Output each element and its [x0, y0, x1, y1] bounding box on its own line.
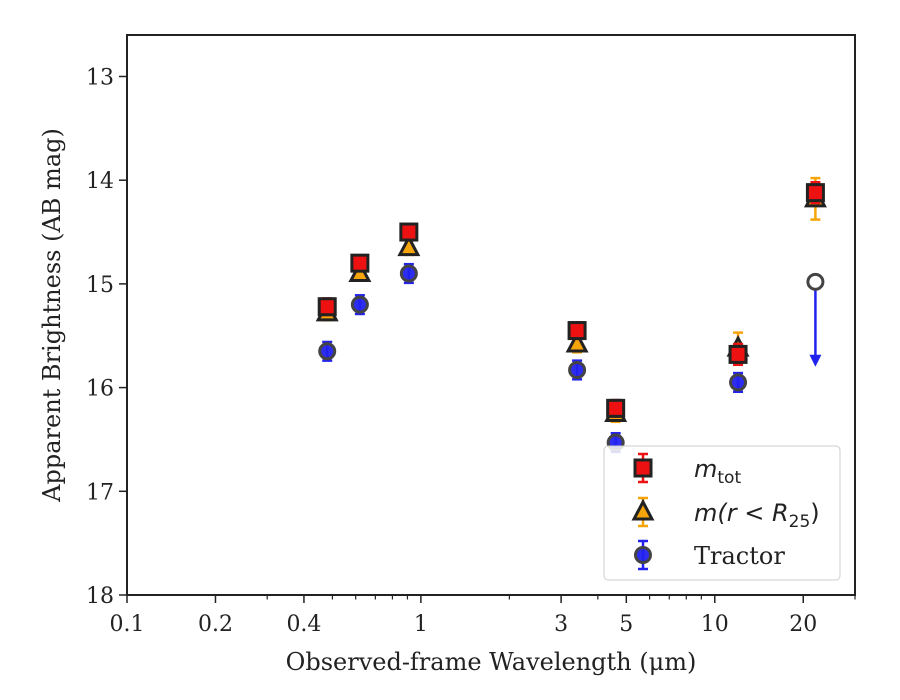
data-point — [350, 295, 369, 314]
data-point — [568, 360, 587, 379]
data-marks — [315, 176, 827, 454]
data-point — [567, 321, 587, 341]
series-circle — [318, 262, 825, 454]
legend-label-main: Tractor — [694, 542, 785, 570]
y-tick-label: 17 — [86, 480, 114, 505]
plot-frame — [126, 34, 856, 596]
x-tick-label: 10 — [701, 612, 729, 637]
legend-label: m(r < R25) — [694, 499, 820, 532]
data-point — [606, 398, 626, 418]
x-tick-label: 0.1 — [110, 612, 145, 637]
legend-label-main: m — [694, 455, 717, 483]
data-point — [399, 264, 418, 283]
legend: mtot m(r < R25) Tractor — [603, 445, 841, 581]
y-tick-label: 18 — [86, 584, 114, 609]
legend-marker — [634, 546, 652, 564]
y-tick-label: 15 — [86, 273, 114, 298]
legend-box — [603, 445, 841, 581]
series-square — [317, 181, 825, 418]
legend-label-main: m(r < R — [694, 499, 789, 527]
data-point — [397, 234, 421, 257]
x-axis: 0.1 0.2 0.4 1 3 5 10 20 — [110, 595, 856, 637]
x-tick-label: 3 — [554, 612, 568, 637]
legend-label: mtot — [694, 455, 741, 488]
data-point — [350, 253, 370, 273]
legend-label-sub: tot — [717, 468, 741, 488]
x-tick-label: 5 — [619, 612, 633, 637]
x-tick-label: 0.2 — [198, 612, 233, 637]
y-axis: 13 14 15 16 17 18 — [86, 65, 127, 609]
series-triangle — [315, 176, 827, 424]
x-tick-label: 20 — [789, 612, 817, 637]
upper-limit-arrow-head — [809, 354, 822, 367]
y-tick-label: 13 — [86, 65, 114, 90]
data-point — [805, 183, 825, 203]
data-point — [565, 330, 589, 353]
data-point — [729, 373, 748, 392]
legend-marker — [631, 498, 655, 521]
legend-marker — [633, 458, 653, 478]
legend-label: Tractor — [694, 542, 785, 570]
legend-label-suffix: ) — [810, 499, 819, 527]
y-tick-label: 16 — [86, 377, 114, 402]
x-tick-label: 1 — [414, 612, 428, 637]
data-point — [806, 272, 825, 291]
x-axis-title: Observed-frame Wavelength (μm) — [286, 648, 697, 676]
legend-label-sub: 25 — [789, 512, 811, 532]
y-axis-title: Apparent Brightness (AB mag) — [38, 128, 66, 503]
y-tick-label: 14 — [86, 169, 114, 194]
data-point — [728, 344, 748, 364]
data-point — [317, 297, 337, 317]
data-point — [399, 222, 419, 242]
x-tick-label: 0.4 — [286, 612, 321, 637]
data-point — [318, 342, 337, 361]
